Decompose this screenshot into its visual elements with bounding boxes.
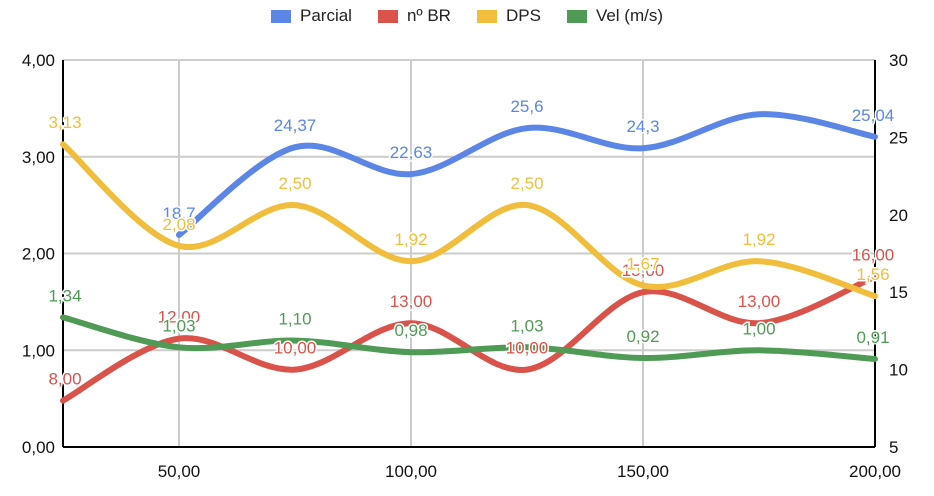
data-label-dps: 1,67 [626, 254, 659, 273]
data-label-vel-m-s: 0,91 [856, 328, 889, 347]
data-label-vel-m-s: 1,03 [510, 316, 543, 335]
data-label-vel-m-s: 1,00 [742, 319, 775, 338]
axes: 0,00 1,00 2,00 3,00 4,00 5 10 15 20 25 30 50,00 100,… [22, 51, 908, 481]
data-label-n-br: 16,00 [852, 246, 895, 265]
legend-label: Parcial [299, 6, 352, 25]
data-label-dps: 2,50 [510, 174, 543, 193]
left-tick-label: 3,00 [22, 148, 55, 167]
data-label-vel-m-s: 0,98 [394, 321, 427, 340]
data-label-dps: 1,92 [742, 230, 775, 249]
data-label-n-br: 10,00 [274, 339, 317, 358]
x-tick-label: 50,00 [158, 462, 201, 481]
legend-item: nº BR [377, 6, 451, 26]
legend-item: DPS [476, 6, 541, 26]
x-tick-label: 150,00 [617, 462, 669, 481]
data-label-vel-m-s: 0,92 [626, 327, 659, 346]
right-tick-label: 10 [889, 361, 908, 380]
data-label-parcial: 24,37 [274, 116, 317, 135]
right-tick-label: 5 [889, 438, 898, 457]
data-label-parcial: 18,7 [162, 204, 195, 223]
data-label-parcial: 24,3 [626, 117, 659, 136]
legend-label: nº BR [406, 6, 451, 25]
data-label-dps: 3,13 [48, 113, 81, 132]
legend-label: Vel (m/s) [595, 6, 663, 25]
right-tick-label: 15 [889, 283, 908, 302]
x-tick-label: 200,00 [849, 462, 901, 481]
legend-swatch [377, 9, 398, 23]
data-label-dps: 1,92 [394, 230, 427, 249]
left-tick-label: 1,00 [22, 341, 55, 360]
legend-item: Parcial [270, 6, 352, 26]
legend-item: Vel (m/s) [566, 6, 663, 26]
data-label-n-br: 8,00 [48, 370, 81, 389]
legend-swatch [476, 9, 497, 23]
data-label-vel-m-s: 1,03 [162, 316, 195, 335]
series-lines [60, 111, 878, 404]
right-tick-label: 20 [889, 206, 908, 225]
data-label-parcial: 25,6 [510, 97, 543, 116]
chart-legend: Parcial nº BR DPS Vel (m/s) [0, 6, 934, 26]
data-label-dps: 2,08 [162, 215, 195, 234]
data-label-n-br: 13,00 [390, 292, 433, 311]
data-label-n-br: 10,00 [506, 339, 549, 358]
series-line-parcial [176, 111, 878, 238]
legend-swatch [270, 9, 291, 23]
x-tick-label: 100,00 [385, 462, 437, 481]
legend-label: DPS [505, 6, 541, 25]
data-label-vel-m-s: 1,10 [278, 310, 311, 329]
grid-lines [63, 59, 875, 447]
data-label-vel-m-s: 1,34 [48, 286, 81, 305]
series-line-vel-m-s [60, 314, 878, 362]
data-label-dps: 1,56 [856, 265, 889, 284]
data-labels: 18,7 24,37 22,63 25,6 24,3 25,04 8,00 12,00 10,0… [47, 96, 896, 390]
data-label-dps: 2,50 [278, 174, 311, 193]
data-label-n-br: 12,00 [158, 308, 201, 327]
left-tick-label: 2,00 [22, 245, 55, 264]
data-label-n-br: 13,00 [738, 292, 781, 311]
data-label-parcial: 22,63 [390, 143, 433, 162]
series-line-dps [60, 141, 878, 300]
right-tick-label: 30 [889, 51, 908, 70]
data-label-parcial: 25,04 [852, 106, 895, 125]
left-tick-label: 0,00 [22, 438, 55, 457]
data-label-n-br: 15,00 [622, 261, 665, 280]
right-tick-label: 25 [889, 128, 908, 147]
left-tick-label: 4,00 [22, 51, 55, 70]
legend-swatch [566, 9, 587, 23]
